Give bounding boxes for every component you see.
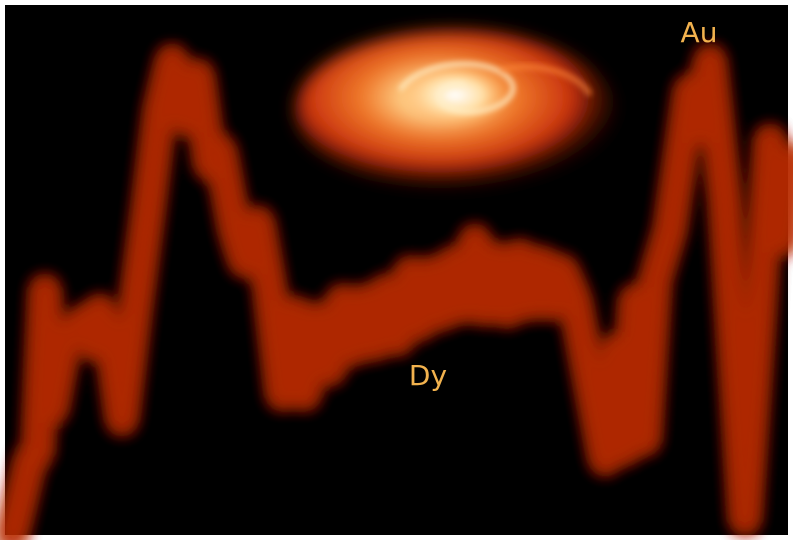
merger-image bbox=[295, 30, 615, 190]
label-au: Au bbox=[681, 16, 718, 49]
illustration: Au Dy bbox=[0, 0, 793, 540]
label-dy: Dy bbox=[409, 359, 447, 392]
